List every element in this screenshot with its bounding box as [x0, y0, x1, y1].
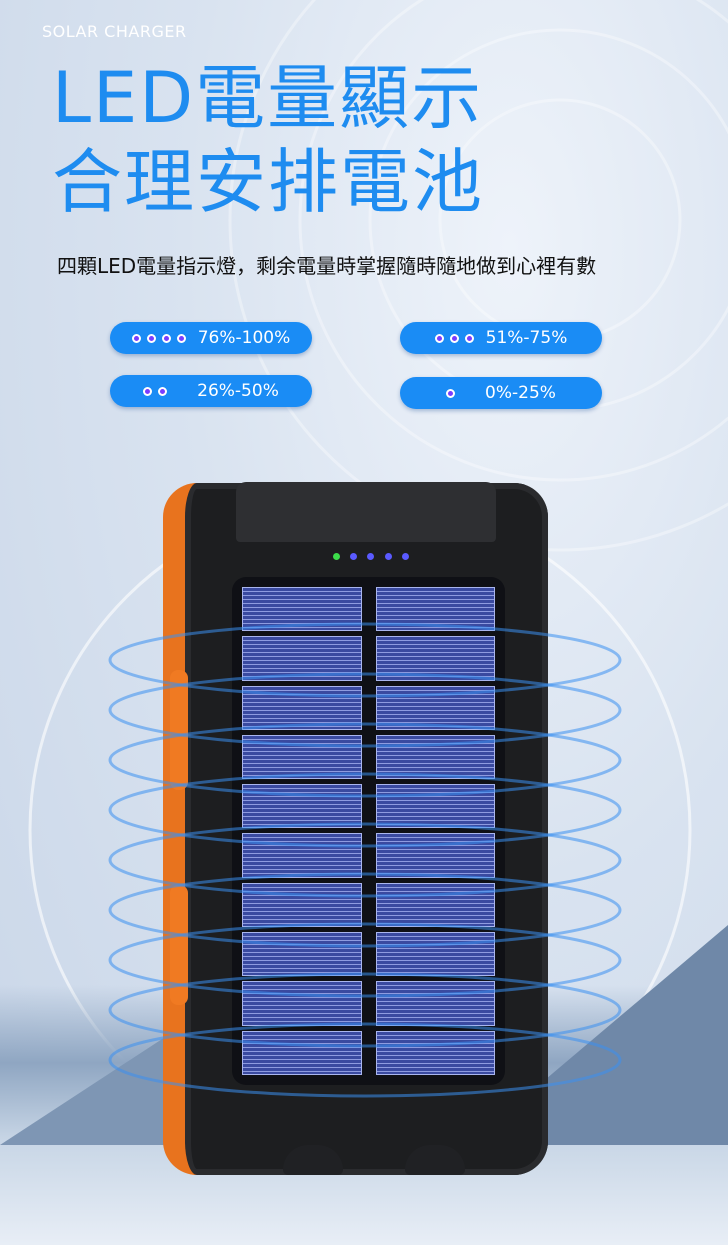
wave-ring: [108, 872, 622, 948]
level-label: 51%-75%: [485, 328, 568, 348]
solar-cell: [375, 882, 495, 928]
solar-cell: [375, 636, 495, 681]
solar-panel: [232, 577, 505, 1085]
wave-ring: [108, 822, 622, 898]
side-button-lower: [170, 885, 188, 1005]
level-pill-26-50: 26%-50%: [110, 375, 312, 407]
wave-ring: [108, 622, 622, 698]
headline-line1: LED電量顯示: [52, 57, 484, 139]
port-cover: [236, 482, 496, 542]
solar-cell: [242, 833, 362, 878]
side-button-upper: [170, 670, 188, 790]
led-indicator-icon: [402, 553, 409, 560]
led-indicator-icon: [367, 553, 374, 560]
solar-cell: [242, 882, 362, 928]
solar-cell: [375, 1030, 495, 1075]
solar-cell: [242, 1030, 362, 1075]
level-label: 26%-50%: [197, 381, 279, 401]
level-pill-0-25: 0%-25%: [400, 377, 602, 409]
led-dots-icon: [434, 328, 480, 348]
device-foot-right: [405, 1145, 465, 1175]
wave-ring: [108, 672, 622, 748]
wave-ring: [108, 772, 622, 848]
led-green-icon: [333, 553, 340, 560]
level-label: 76%-100%: [197, 328, 291, 348]
wave-ring: [108, 922, 622, 998]
device-foot-left: [283, 1145, 343, 1175]
eyebrow-text: SOLAR CHARGER: [42, 22, 187, 41]
wave-ring: [108, 1022, 622, 1098]
led-dots-icon: [143, 381, 173, 401]
solar-cell: [375, 833, 495, 878]
wave-ring: [108, 972, 622, 1048]
led-indicator-icon: [385, 553, 392, 560]
level-pill-76-100: 76%-100%: [110, 322, 312, 354]
level-pill-51-75: 51%-75%: [400, 322, 602, 354]
solar-cell: [242, 932, 362, 977]
solar-cell: [375, 932, 495, 977]
description: 四顆LED電量指示燈，剩余電量時掌握隨時隨地做到心裡有數: [57, 254, 597, 278]
level-label: 0%-25%: [485, 383, 556, 403]
led-dots-icon: [131, 328, 192, 348]
led-indicator-icon: [350, 553, 357, 560]
led-dots-icon: [446, 383, 461, 403]
headline-line2: 合理安排電池: [52, 141, 484, 223]
wave-ring: [108, 722, 622, 798]
